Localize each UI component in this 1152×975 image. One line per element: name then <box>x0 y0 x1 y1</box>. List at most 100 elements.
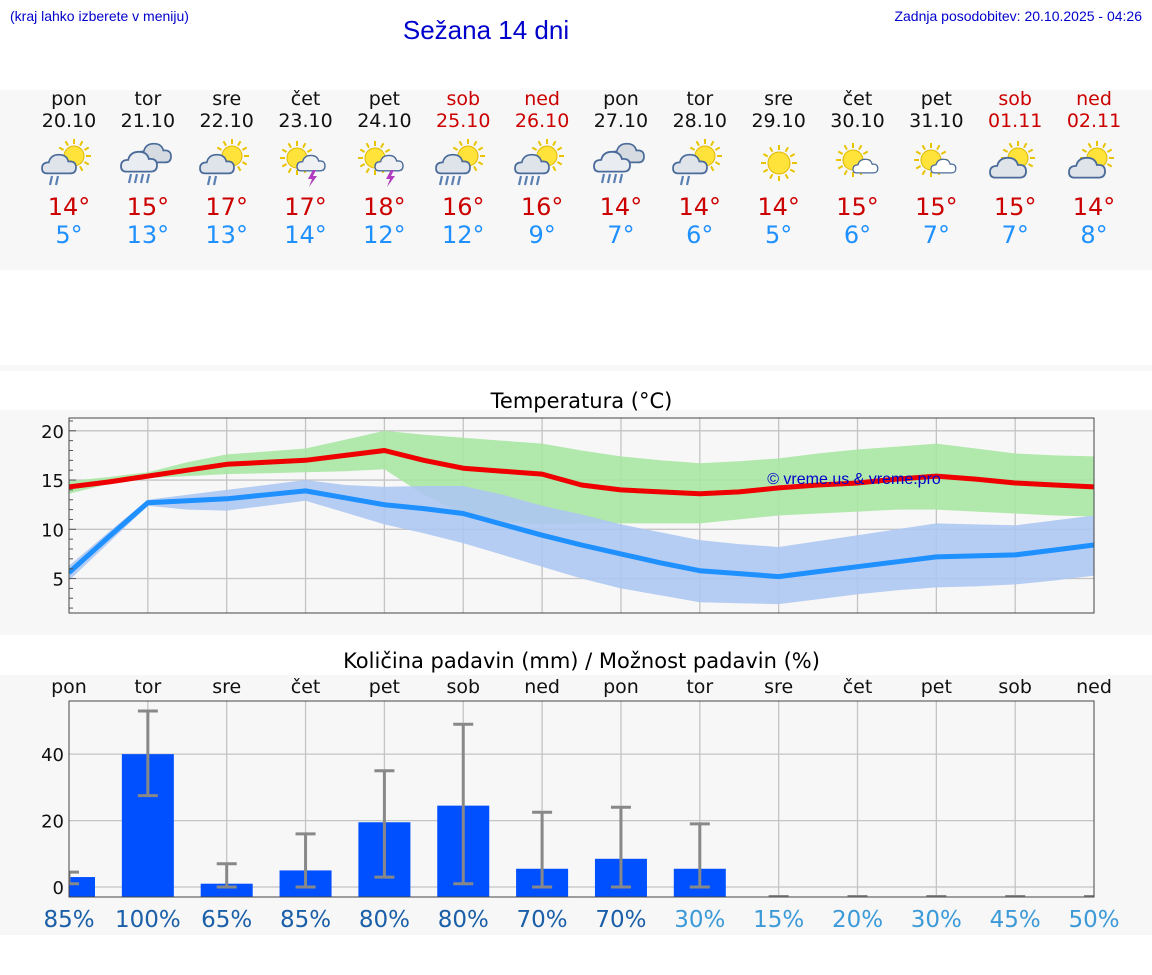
max-temperature: 15° <box>126 193 170 221</box>
min-temperature: 12° <box>441 221 485 249</box>
temperature-y-tick-label: 5 <box>53 570 64 591</box>
forecast-band <box>0 90 1152 270</box>
precipitation-probability: 70% <box>595 907 646 933</box>
min-temperature: 14° <box>284 221 327 249</box>
precipitation-day-label: sob <box>446 676 480 698</box>
precipitation-y-tick-label: 0 <box>53 878 64 899</box>
day-name: čet <box>842 88 873 110</box>
day-date: 01.11 <box>987 110 1043 132</box>
day-date: 30.10 <box>830 110 885 132</box>
day-column: pet 24.10 18° 12° <box>345 88 424 249</box>
sun-cloud-rain-icon <box>41 139 91 186</box>
day-name: sob <box>446 88 481 110</box>
day-column: pon 20.10 14° 5° <box>30 88 109 249</box>
page-title: Sežana 14 dni <box>402 15 570 45</box>
max-temperature: 14° <box>757 193 800 221</box>
precipitation-probability: 15% <box>753 907 804 933</box>
day-date: 31.10 <box>909 110 964 132</box>
separator-band <box>0 365 1152 371</box>
day-column: sre 22.10 17° 13° <box>187 88 266 249</box>
precipitation-probability: 30% <box>674 907 725 933</box>
precipitation-day-label: pet <box>369 676 400 698</box>
day-name: pon <box>51 88 87 110</box>
max-temperature: 16° <box>520 193 564 221</box>
min-temperature: 12° <box>363 221 406 249</box>
day-date: 23.10 <box>278 110 333 132</box>
precipitation-bar <box>200 883 253 897</box>
day-date: 25.10 <box>436 110 491 132</box>
temperature-plot-frame <box>68 417 1095 614</box>
precipitation-day-label: tor <box>686 676 713 698</box>
day-date: 26.10 <box>514 110 570 132</box>
day-column: sre 29.10 14° 5° <box>739 88 818 249</box>
precipitation-bar <box>69 877 95 897</box>
day-column: pon 27.10 14° 7° <box>581 88 660 249</box>
precipitation-probability: 45% <box>990 907 1041 933</box>
precipitation-plot-frame <box>68 700 1095 898</box>
day-date: 20.10 <box>41 110 97 132</box>
precipitation-day-label: tor <box>134 676 161 698</box>
day-name: ned <box>1076 88 1112 110</box>
max-temperature: 14° <box>1072 193 1116 221</box>
sun-cloud-icon <box>1068 141 1115 179</box>
sun-small-cloud-icon <box>914 143 957 177</box>
min-temperature-range <box>69 480 1094 605</box>
min-temperature: 7° <box>607 221 635 249</box>
sun-cloud-icon <box>989 141 1036 179</box>
precipitation-probability: 85% <box>43 907 94 933</box>
day-name: sre <box>212 88 242 110</box>
precipitation-day-label: pet <box>921 676 952 698</box>
day-name: pet <box>920 88 952 110</box>
day-name: čet <box>290 88 321 110</box>
day-date: 22.10 <box>199 110 254 132</box>
day-name: ned <box>524 88 560 110</box>
precipitation-y-tick-label: 20 <box>41 812 64 833</box>
min-temperature: 9° <box>528 221 556 249</box>
precipitation-day-label: ned <box>524 676 560 698</box>
day-name: pet <box>368 88 400 110</box>
max-temperature: 18° <box>363 193 406 221</box>
day-name: tor <box>686 88 714 110</box>
max-temperature: 16° <box>441 193 485 221</box>
sun-cloud-rain-icon <box>671 139 722 186</box>
last-update: Zadnja posodobitev: 20.10.2025 - 04:26 <box>894 8 1142 24</box>
location-hint: (kraj lahko izberete v meniju) <box>10 8 189 24</box>
day-column: ned 26.10 16° 9° <box>503 88 582 249</box>
day-name: tor <box>134 88 162 110</box>
sun-cloud-thunder-icon <box>279 141 326 187</box>
precipitation-bars <box>69 709 1094 897</box>
sun-small-cloud-icon <box>835 143 878 177</box>
min-temperature: 5° <box>765 221 793 249</box>
day-date: 28.10 <box>672 110 727 132</box>
day-name: sre <box>764 88 794 110</box>
temperature-y-tick-label: 20 <box>41 422 64 443</box>
min-temperature: 13° <box>205 221 248 249</box>
max-temperature: 14° <box>599 193 643 221</box>
day-column: sob 01.11 15° 7° <box>976 88 1055 249</box>
day-date: 29.10 <box>751 110 806 132</box>
day-column: ned 02.11 14° 8° <box>1055 88 1134 249</box>
day-name: sob <box>998 88 1032 110</box>
max-temperature: 17° <box>284 193 327 221</box>
min-temperature-line <box>69 488 1094 580</box>
temperature-series <box>69 430 1094 605</box>
cloud-heavy-rain-icon <box>593 142 645 184</box>
day-date: 24.10 <box>357 110 412 132</box>
max-temperature: 14° <box>678 193 722 221</box>
precipitation-y-tick-label: 40 <box>41 745 64 766</box>
min-temperature: 7° <box>1001 221 1029 249</box>
max-temperature: 15° <box>993 193 1037 221</box>
precipitation-probability: 100% <box>115 907 181 933</box>
precipitation-chart-title: Količina padavin (mm) / Možnost padavin … <box>343 649 820 673</box>
max-temperature-range <box>69 430 1094 525</box>
precipitation-day-label: čet <box>291 676 321 698</box>
min-temperature: 13° <box>126 221 170 249</box>
temperature-y-tick-label: 15 <box>41 471 64 492</box>
day-date: 21.10 <box>120 110 176 132</box>
sun-cloud-thunder-icon <box>358 141 405 187</box>
precipitation-probability: 70% <box>517 907 568 933</box>
max-temperature: 14° <box>47 193 91 221</box>
precipitation-day-label: sre <box>212 676 241 698</box>
cloud-heavy-rain-icon <box>119 142 172 184</box>
